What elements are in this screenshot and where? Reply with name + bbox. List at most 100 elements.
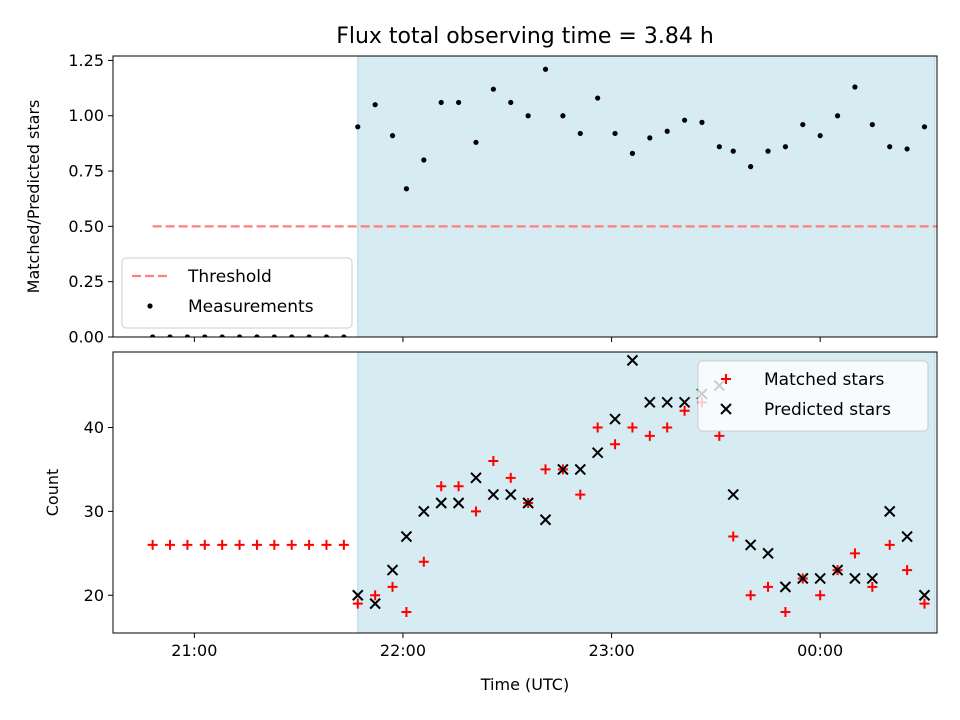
matched-star-point: [370, 590, 381, 601]
top-panel: 0.00 0.25 0.50 0.75 1.00 1.25 Matched/Predicte…: [24, 51, 951, 347]
measurement-point: [748, 164, 754, 170]
predicted-star-point: [744, 539, 757, 551]
measurement-point: [817, 133, 823, 139]
measurement-point: [681, 117, 688, 123]
y-tick-label: 1.25: [68, 51, 104, 70]
measurement-point: [438, 99, 444, 106]
shaded-region: [357, 55, 936, 338]
legend-label: Measurements: [188, 297, 314, 317]
matched-star-point: [627, 422, 638, 433]
matched-star-point: [401, 607, 412, 618]
measurement-point: [852, 84, 858, 90]
predicted-star-point: [386, 564, 399, 576]
plot-content: [147, 354, 954, 618]
measurement-point: [202, 334, 208, 337]
x-tick-label: 00:00: [797, 641, 843, 660]
measurement-point: [219, 334, 225, 337]
bottom-panel: 21:00 22:00 23:00 00:00 20 30 40 Count Time (UTC…: [43, 351, 954, 694]
matched-star-point: [217, 539, 228, 550]
measurement-point: [834, 113, 841, 119]
predicted-star-point: [797, 572, 809, 585]
matched-star-point: [728, 531, 739, 542]
x-tick-label: 22:00: [380, 641, 426, 660]
x-axis-label: Time (UTC): [480, 675, 569, 694]
predicted-star-point: [814, 572, 826, 585]
measurement-point: [236, 334, 243, 337]
matched-star-point: [575, 489, 586, 500]
predicted-star-point: [574, 463, 586, 476]
predicted-star-point: [884, 505, 896, 518]
measurement-point: [765, 148, 771, 154]
matched-star-point: [849, 548, 860, 559]
y-tick-label: 0.00: [68, 328, 104, 347]
measurement-point: [946, 334, 951, 339]
matched-star-point: [644, 430, 655, 441]
x-tick-label: 23:00: [589, 641, 635, 660]
measurement-point: [887, 144, 893, 150]
measurement-point: [271, 334, 277, 337]
predicted-star-point: [369, 597, 381, 610]
legend-predicted-marker: [720, 403, 732, 415]
matched-star-point: [815, 590, 826, 601]
matched-star-point: [436, 481, 447, 492]
measurement-point: [421, 157, 427, 163]
matched-star-point: [884, 539, 895, 550]
measurement-point: [629, 150, 636, 156]
matched-star-point: [944, 599, 954, 609]
matched-star-point: [763, 581, 774, 592]
measurement-point: [716, 144, 722, 150]
matched-star-point: [453, 481, 464, 492]
measurement-point: [560, 113, 566, 119]
predicted-star-point: [435, 497, 447, 509]
matched-star-point: [286, 539, 297, 550]
measurement-point: [150, 334, 156, 337]
predicted-star-point: [762, 547, 774, 560]
matched-star-point: [147, 539, 158, 550]
predicted-star-point: [831, 564, 844, 576]
y-tick-label: 40: [84, 418, 104, 437]
matched-star-point: [540, 464, 551, 475]
predicted-star-point: [557, 463, 569, 476]
measurement-point: [341, 334, 347, 337]
legend: Matched stars Predicted stars: [697, 360, 929, 432]
measurement-point: [508, 99, 514, 106]
measurement-point: [167, 334, 173, 337]
measurement-point: [904, 146, 910, 152]
predicted-star-point: [452, 497, 465, 509]
measurement-point: [921, 124, 928, 130]
legend-matched-marker: [721, 374, 731, 384]
measurement-point: [355, 124, 361, 130]
measurement-point: [664, 128, 670, 134]
predicted-star-point: [539, 514, 552, 526]
matched-star-point: [338, 539, 349, 550]
predicted-star-point: [727, 488, 739, 501]
x-tick-label: 21:00: [171, 641, 217, 660]
matched-star-point: [199, 539, 210, 550]
measurement-point: [306, 334, 312, 337]
predicted-star-point: [609, 413, 621, 425]
measurement-point: [389, 133, 396, 139]
legend-box: [121, 257, 353, 329]
measurement-point: [782, 144, 789, 150]
measurement-point: [372, 102, 378, 108]
matched-star-point: [418, 556, 429, 567]
legend: Threshold Measurements: [121, 257, 353, 329]
matched-star-point: [234, 539, 245, 550]
measurement-point: [490, 86, 496, 92]
plot-content: [150, 66, 951, 339]
predicted-star-point: [505, 488, 517, 501]
matched-star-point: [662, 422, 673, 433]
predicted-star-point: [661, 396, 673, 409]
predicted-star-point: [522, 497, 534, 509]
predicted-star-point: [626, 354, 639, 367]
measurement-point: [869, 121, 875, 128]
y-tick-label: 0.25: [68, 272, 104, 291]
matched-star-point: [269, 539, 280, 550]
legend-box: [697, 360, 929, 432]
predicted-star-point: [779, 581, 792, 593]
matched-star-point: [867, 581, 878, 592]
measurement-point: [612, 130, 618, 137]
y-tick-label: 30: [84, 502, 104, 521]
chart-title: Flux total observing time = 3.84 h: [336, 24, 714, 49]
